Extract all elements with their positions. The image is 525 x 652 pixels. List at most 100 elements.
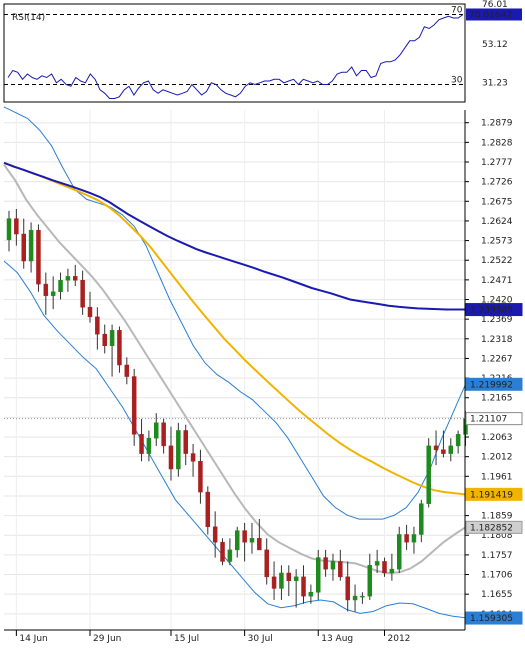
candle-body	[131, 376, 137, 435]
boll-lower-line	[3, 260, 466, 619]
x-tick-label: 2012	[388, 634, 411, 644]
x-tick-label: 29 Jun	[93, 634, 121, 644]
rsi-level-label: 30	[451, 76, 463, 86]
value-box-label: 1.239389	[470, 306, 513, 316]
price-tick-label: 1.2165	[481, 394, 513, 404]
candle-body	[389, 568, 395, 574]
rsi-value-label: 70.01642	[469, 10, 512, 20]
candle-body	[73, 276, 78, 281]
rsi-tick-label: 53.12	[482, 40, 508, 50]
candle-body	[198, 461, 203, 493]
candle-body	[242, 530, 247, 543]
candle-body	[455, 434, 461, 447]
rsi-value-box	[466, 8, 522, 21]
candle-body	[183, 430, 188, 454]
ma-long-line	[3, 161, 466, 311]
candle-body	[396, 534, 402, 570]
price-tick-label: 1.2063	[481, 433, 513, 443]
candle-body	[14, 218, 19, 235]
candle-body	[249, 538, 255, 543]
value-box	[465, 487, 523, 501]
candle-body	[102, 333, 107, 346]
rsi-line	[7, 14, 464, 99]
value-box-label: 1.219992	[470, 380, 513, 390]
price-tick-label: 1.1757	[481, 551, 513, 561]
candle-body	[264, 549, 269, 578]
candle-body	[124, 364, 130, 377]
candle-body	[176, 430, 181, 470]
rsi-tick-label: 31.23	[482, 78, 508, 88]
candle-body	[220, 541, 225, 562]
candle-body	[330, 561, 336, 570]
price-tick-label: 1.2012	[481, 453, 513, 463]
rsi-level-label: 70	[451, 6, 463, 16]
candle-body	[352, 595, 358, 601]
candle-body	[58, 280, 63, 293]
value-box	[465, 412, 523, 426]
price-tick-label: 1.2879	[481, 119, 513, 129]
candle-body	[212, 526, 218, 543]
value-box-label: 1.191419	[470, 490, 513, 500]
candle-body	[315, 557, 321, 593]
ma-short-line	[3, 164, 467, 575]
price-tick-label: 1.1706	[481, 571, 513, 581]
ma-mid-line	[3, 161, 466, 496]
candle-body	[323, 557, 328, 570]
candle-body	[80, 280, 85, 308]
value-box	[465, 303, 523, 317]
rsi-tick-label: 76.01	[482, 0, 508, 10]
candle-body	[139, 434, 144, 454]
candle-body	[433, 445, 439, 450]
x-tick-label: 15 Jul	[174, 634, 199, 644]
candle-body	[117, 330, 122, 366]
candle-body	[419, 503, 424, 535]
candle-body	[382, 561, 387, 574]
candle-body	[235, 530, 240, 551]
x-tick-label: 14 Jun	[19, 634, 47, 644]
candle-body	[154, 422, 159, 439]
candle-body	[109, 330, 115, 346]
candle-body	[279, 572, 284, 589]
candle-body	[360, 595, 365, 598]
candle-body	[161, 422, 166, 447]
candle-body	[50, 291, 56, 296]
candle-body	[367, 565, 373, 597]
candle-body	[448, 445, 454, 454]
candle-body	[190, 453, 196, 462]
value-box-label: 1.21107	[470, 415, 507, 425]
price-tick-label: 1.2624	[481, 217, 513, 227]
candle-body	[441, 449, 446, 454]
price-panel: 1.2879 1.2828 1.2777 1.2726 1.2675 1.2624 1.25…	[3, 106, 523, 644]
price-tick-label: 1.2522	[481, 256, 513, 266]
price-tick-label: 1.2573	[481, 237, 513, 247]
price-tick-label: 1.2726	[481, 178, 513, 188]
candle-body	[426, 445, 431, 504]
candle-body	[293, 576, 299, 581]
candle-body	[345, 576, 350, 601]
candle-body	[168, 445, 174, 470]
price-tick-label: 1.2675	[481, 197, 513, 207]
rsi-panel: 70 30 RSI(14) 76.01 53.12 31.23 70.01642	[3, 0, 522, 103]
value-box	[465, 520, 523, 534]
candle-body	[28, 229, 34, 262]
price-tick-label: 1.2318	[481, 335, 513, 345]
rsi-label: RSI(14)	[12, 13, 45, 23]
candle-body	[6, 218, 12, 241]
price-tick-label: 1.1655	[481, 590, 513, 600]
price-tick-label: 1.2369	[481, 315, 513, 325]
price-tick-label: 1.2471	[481, 276, 513, 286]
candle-body	[301, 576, 306, 597]
candle-body	[95, 316, 100, 335]
candle-body	[43, 283, 49, 296]
price-tick-label: 1.1859	[481, 512, 513, 522]
candle-body	[286, 572, 292, 581]
x-tick-label: 13 Aug	[321, 634, 353, 644]
candle-body	[404, 534, 409, 543]
value-box-label: 1.159305	[470, 614, 513, 624]
candle-body	[227, 549, 233, 562]
candle-body	[338, 561, 343, 578]
candle-body	[21, 233, 26, 262]
candle-body	[146, 437, 152, 454]
